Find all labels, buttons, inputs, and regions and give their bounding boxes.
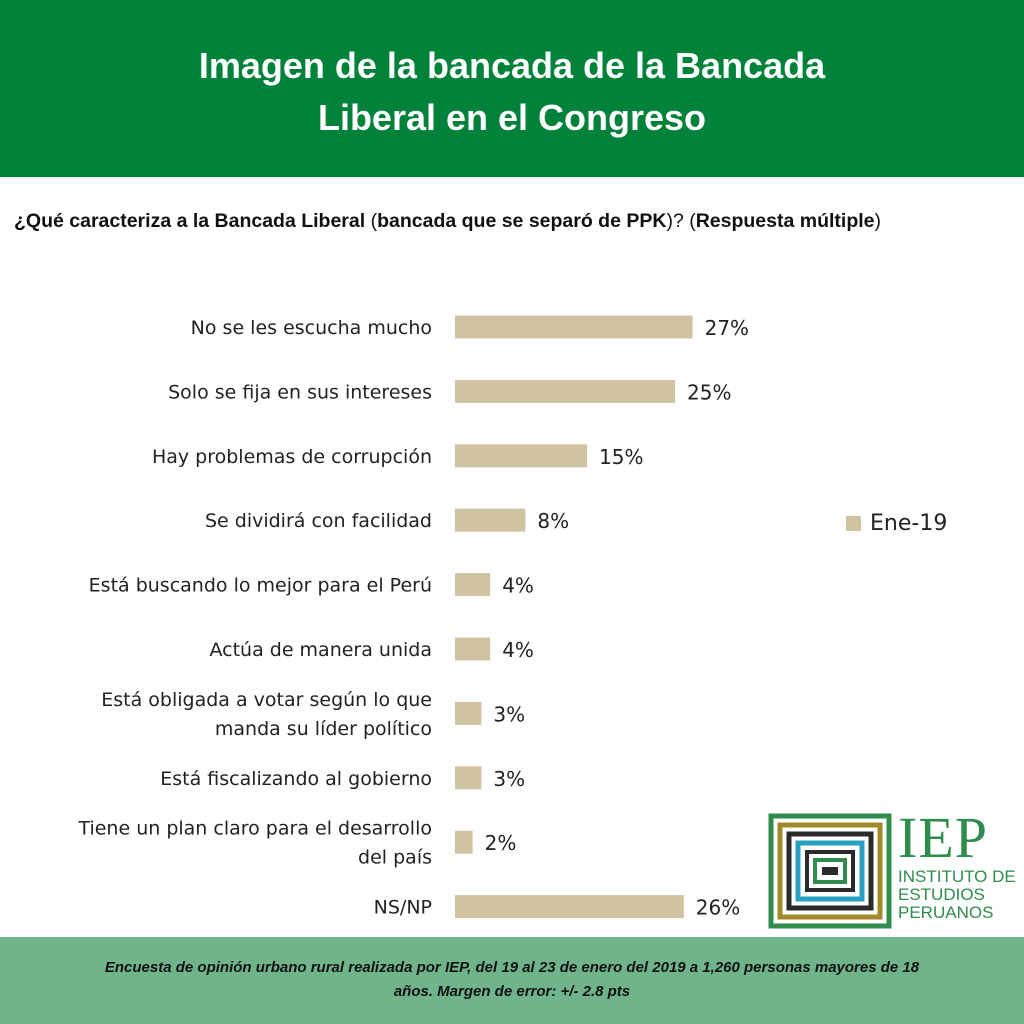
question-part-5: Respuesta múltiple — [695, 210, 875, 232]
footer-note: Encuesta de opinión urbano rural realiza… — [20, 956, 1004, 1004]
footer-line-1: Encuesta de opinión urbano rural realiza… — [104, 959, 920, 976]
logo-line-1: INSTITUTO DE — [898, 867, 1016, 886]
logo-line-2: ESTUDIOS — [898, 885, 985, 904]
question-part-1: ¿Qué caracteriza a la Bancada Liberal — [14, 210, 366, 232]
bar — [455, 830, 473, 854]
bar — [455, 637, 491, 661]
category-label: Hay problemas de corrupción — [152, 446, 432, 468]
bar — [455, 573, 491, 597]
footer-line-2: años. Margen de error: +/- 2.8 pts — [393, 983, 631, 1000]
title-line-2: Liberal en el Congreso — [317, 97, 707, 138]
title-line-1: Imagen de la bancada de la Bancada — [198, 45, 826, 86]
category-label: Está obligada a votar según lo que — [101, 689, 432, 711]
logo-line-3: PERUANOS — [898, 903, 994, 922]
question-part-6: ) — [874, 210, 882, 232]
iep-logo-text: IEP INSTITUTO DE ESTUDIOS PERUANOS — [898, 808, 1016, 922]
data-label: 4% — [502, 638, 534, 662]
category-label: Tiene un plan claro para el desarrollo — [77, 818, 432, 840]
category-label: Está fiscalizando al gobierno — [160, 768, 432, 790]
data-label: 3% — [493, 702, 525, 726]
logo-name: IEP — [898, 805, 988, 870]
data-label: 27% — [705, 316, 749, 340]
question-part-4: )? ( — [666, 210, 696, 232]
data-label: 26% — [696, 896, 740, 920]
category-label: Se dividirá con facilidad — [205, 510, 432, 532]
data-label: 3% — [493, 767, 525, 791]
bar — [455, 315, 693, 339]
iep-logo-icon — [768, 813, 892, 929]
data-label: 8% — [537, 509, 569, 533]
legend-label: Ene-19 — [870, 510, 948, 536]
data-label: 25% — [687, 380, 731, 404]
question-part-3: bancada que se separó de PPK — [377, 210, 667, 232]
chart-legend: Ene-19 — [846, 508, 947, 538]
bar — [455, 379, 675, 403]
bar — [455, 701, 482, 725]
data-label: 2% — [485, 831, 517, 855]
bar — [455, 508, 526, 532]
legend-swatch — [846, 515, 861, 531]
category-label: del país — [358, 847, 432, 869]
category-label: Solo se fija en sus intereses — [168, 381, 432, 403]
category-label: No se les escucha mucho — [191, 317, 432, 339]
category-label: manda su líder político — [215, 718, 432, 740]
header-banner — [0, 0, 1024, 177]
category-label: Actúa de manera unida — [209, 639, 432, 661]
question-text: ¿Qué caracteriza a la Bancada Liberal (b… — [14, 210, 1014, 233]
footer-banner — [0, 937, 1024, 1024]
question-part-2: ( — [365, 210, 378, 232]
category-label: Está buscando lo mejor para el Perú — [89, 575, 432, 597]
data-label: 15% — [599, 445, 643, 469]
page-title: Imagen de la bancada de la Bancada Liber… — [0, 40, 1024, 144]
bar — [455, 895, 684, 919]
bar — [455, 444, 587, 468]
category-label: NS/NP — [374, 897, 432, 919]
bar — [455, 766, 482, 790]
data-label: 4% — [502, 574, 534, 598]
